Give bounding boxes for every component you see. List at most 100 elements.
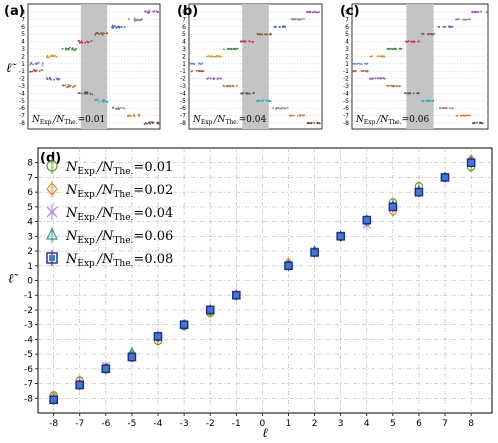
data-point <box>408 92 410 95</box>
shaded-region <box>80 4 108 129</box>
xtick-label: -5 <box>127 419 136 429</box>
data-point <box>290 18 293 20</box>
data-point <box>213 77 216 80</box>
data-point <box>422 100 425 102</box>
data-point <box>35 69 38 72</box>
data-point <box>74 84 76 87</box>
data-point <box>485 11 488 13</box>
data-point <box>49 55 52 57</box>
ytick-label: -7 <box>343 113 349 120</box>
data-point <box>133 115 136 117</box>
data-point <box>301 114 304 116</box>
data-point <box>437 26 440 28</box>
data-point <box>66 86 68 89</box>
data-point <box>296 115 299 117</box>
data-point <box>272 107 275 110</box>
data-point <box>432 99 434 102</box>
data-point <box>190 62 193 65</box>
data-point <box>112 26 115 29</box>
ytick-label: 4 <box>345 39 349 46</box>
data-point <box>387 47 390 50</box>
data-point <box>303 18 305 20</box>
ytick-label: 0 <box>27 277 33 287</box>
marker-fill <box>207 306 214 313</box>
xtick-label: -1 <box>232 419 241 429</box>
data-point <box>395 85 398 87</box>
marker-square <box>49 395 58 405</box>
data-point <box>29 70 32 73</box>
marker-square <box>231 290 241 300</box>
marker-fill <box>311 249 318 256</box>
data-point <box>201 62 204 65</box>
xtick-label: -2 <box>206 419 215 429</box>
data-point <box>353 62 356 65</box>
ytick-label: -5 <box>19 98 25 105</box>
xtick-label: -4 <box>154 419 163 429</box>
data-point <box>280 107 283 110</box>
data-point <box>31 70 34 73</box>
data-point <box>433 33 436 35</box>
data-point <box>480 10 482 13</box>
data-point <box>53 78 55 81</box>
data-point <box>407 40 410 43</box>
data-point <box>467 114 469 117</box>
data-point <box>364 70 367 72</box>
data-point <box>219 77 222 80</box>
data-point <box>236 47 239 50</box>
data-point <box>458 18 460 20</box>
data-point <box>235 84 238 87</box>
data-point <box>471 10 474 13</box>
marker-square <box>101 364 111 374</box>
data-point <box>295 18 297 20</box>
marker-x <box>46 206 58 218</box>
ytick-label: -1 <box>343 68 349 75</box>
ytick-label: -3 <box>343 83 349 90</box>
data-point <box>78 39 80 42</box>
ytick-label: 5 <box>182 31 186 38</box>
data-point <box>378 55 381 58</box>
ytick-label: -8 <box>24 394 33 404</box>
marker-square <box>440 173 450 182</box>
ytick-label: -8 <box>19 120 25 127</box>
data-point <box>398 47 401 50</box>
data-point <box>210 55 213 58</box>
panel-label: (a) <box>4 4 25 19</box>
ytick-label: -1 <box>24 291 33 301</box>
data-point <box>240 40 242 43</box>
data-point <box>360 70 363 72</box>
data-point <box>102 99 105 101</box>
data-point <box>223 48 225 51</box>
x-axis-label: ℓ <box>262 426 268 441</box>
ytick-label: -6 <box>343 105 349 112</box>
data-point <box>393 47 396 50</box>
data-point <box>226 85 229 88</box>
data-point <box>416 92 419 95</box>
data-point <box>29 62 32 65</box>
data-point <box>274 25 276 28</box>
xtick-label: -7 <box>75 419 84 429</box>
data-point <box>46 54 49 57</box>
legend: NExp./NThe.=0.01 NExp./NThe.=0.02 NExp./NT… <box>46 158 173 269</box>
marker-square <box>336 231 346 241</box>
ytick-label: 6 <box>345 24 349 31</box>
data-point <box>479 122 481 125</box>
data-point <box>404 92 407 95</box>
data-point <box>106 100 109 103</box>
data-point <box>202 70 205 72</box>
marker-fill <box>102 365 109 372</box>
ytick-label: 2 <box>27 247 33 257</box>
data-point <box>200 63 202 66</box>
data-point <box>69 84 72 87</box>
data-point <box>430 33 433 36</box>
ytick-label: -8 <box>343 120 349 127</box>
data-point <box>81 92 83 95</box>
ytick-label: 6 <box>182 24 186 31</box>
ytick-label: 8 <box>182 9 186 16</box>
data-point <box>275 107 278 110</box>
data-point <box>292 18 294 20</box>
data-point <box>64 84 67 87</box>
data-point <box>123 26 126 29</box>
data-point <box>318 11 320 14</box>
marker-square <box>179 320 189 330</box>
